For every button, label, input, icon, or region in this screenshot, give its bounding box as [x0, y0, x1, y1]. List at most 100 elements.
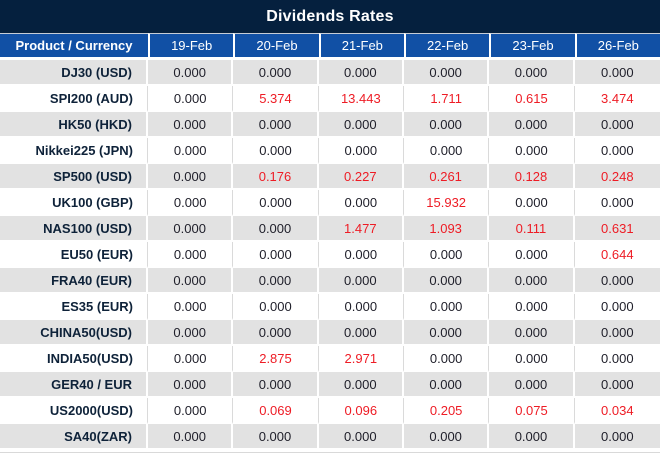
dividend-value: 0.000 — [233, 138, 319, 164]
product-label: SPI200 (AUD) — [0, 86, 148, 112]
dividend-value: 0.248 — [574, 164, 660, 190]
dividend-value: 0.000 — [403, 372, 490, 398]
dividend-value: 0.000 — [403, 60, 490, 86]
table-row: SA40(ZAR) 0.000 0.000 0.000 0.000 0.000 0.000 — [0, 424, 660, 450]
column-header-date: 21-Feb — [318, 33, 404, 60]
dividend-value: 0.000 — [233, 320, 319, 346]
dividend-value: 0.000 — [148, 190, 234, 216]
dividend-value: 0.000 — [574, 424, 660, 450]
dividend-value: 0.000 — [574, 294, 660, 320]
dividend-value: 0.000 — [148, 138, 234, 164]
table-row: SP500 (USD) 0.000 0.176 0.227 0.261 0.128 0.24… — [0, 164, 660, 190]
page-title: Dividends Rates — [266, 7, 394, 25]
dividend-value: 0.000 — [318, 294, 404, 320]
dividend-value: 0.000 — [148, 164, 234, 190]
dividend-value: 0.000 — [489, 320, 575, 346]
product-label: UK100 (GBP) — [0, 190, 148, 216]
dividend-value: 0.000 — [233, 424, 319, 450]
dividend-value: 0.000 — [403, 320, 490, 346]
dividend-value: 0.000 — [403, 346, 490, 372]
dividend-value: 0.000 — [318, 60, 404, 86]
dividend-value: 0.000 — [318, 242, 404, 268]
table-row: CHINA50(USD) 0.000 0.000 0.000 0.000 0.000 0.0… — [0, 320, 660, 346]
dividend-value: 5.374 — [233, 86, 319, 112]
dividend-value: 0.227 — [318, 164, 404, 190]
dividend-value: 0.000 — [403, 112, 490, 138]
dividend-value: 2.971 — [318, 346, 404, 372]
dividend-value: 1.093 — [403, 216, 490, 242]
dividend-value: 1.477 — [318, 216, 404, 242]
product-label: FRA40 (EUR) — [0, 268, 148, 294]
dividend-value: 0.096 — [318, 398, 404, 424]
dividend-value: 2.875 — [233, 346, 319, 372]
dividend-value: 0.000 — [574, 320, 660, 346]
table-row: Nikkei225 (JPN) 0.000 0.000 0.000 0.000 0.000… — [0, 138, 660, 164]
dividend-value: 0.000 — [233, 112, 319, 138]
dividend-value: 0.000 — [574, 372, 660, 398]
product-label: DJ30 (USD) — [0, 60, 148, 86]
dividend-value: 0.000 — [403, 424, 490, 450]
dividend-value: 0.000 — [233, 242, 319, 268]
table-row: EU50 (EUR) 0.000 0.000 0.000 0.000 0.000 0.644 — [0, 242, 660, 268]
column-header-date: 22-Feb — [403, 33, 490, 60]
dividend-value: 0.000 — [233, 60, 319, 86]
dividend-value: 0.000 — [489, 294, 575, 320]
dividend-value: 0.000 — [148, 424, 234, 450]
table-row: NAS100 (USD) 0.000 0.000 1.477 1.093 0.111 0.6… — [0, 216, 660, 242]
dividend-value: 0.069 — [233, 398, 319, 424]
column-header-date: 23-Feb — [489, 33, 575, 60]
dividend-value: 0.000 — [233, 190, 319, 216]
dividend-value: 0.000 — [403, 294, 490, 320]
dividend-value: 13.443 — [318, 86, 404, 112]
product-label: HK50 (HKD) — [0, 112, 148, 138]
product-label: US2000(USD) — [0, 398, 148, 424]
dividend-value: 0.000 — [148, 216, 234, 242]
dividend-value: 1.711 — [403, 86, 490, 112]
dividend-value: 0.000 — [233, 294, 319, 320]
dividend-value: 0.000 — [148, 294, 234, 320]
dividend-value: 0.000 — [148, 346, 234, 372]
table-row: UK100 (GBP) 0.000 0.000 0.000 15.932 0.000 0.0… — [0, 190, 660, 216]
column-header-date: 19-Feb — [148, 33, 234, 60]
table-row: HK50 (HKD) 0.000 0.000 0.000 0.000 0.000 0.000 — [0, 112, 660, 138]
dividend-value: 0.000 — [574, 268, 660, 294]
dividend-value: 0.000 — [574, 346, 660, 372]
dividend-value: 0.000 — [148, 60, 234, 86]
product-label: SP500 (USD) — [0, 164, 148, 190]
dividend-value: 0.128 — [489, 164, 575, 190]
dividend-value: 0.000 — [233, 216, 319, 242]
dividend-value: 0.000 — [148, 320, 234, 346]
table-row: US2000(USD) 0.000 0.069 0.096 0.205 0.075 0.03… — [0, 398, 660, 424]
dividend-value: 0.000 — [233, 268, 319, 294]
dividend-value: 0.000 — [489, 190, 575, 216]
dividend-value: 0.000 — [489, 112, 575, 138]
dividend-value: 0.000 — [574, 190, 660, 216]
dividend-value: 0.000 — [574, 138, 660, 164]
product-label: Nikkei225 (JPN) — [0, 138, 148, 164]
dividend-value: 0.000 — [489, 60, 575, 86]
product-label: EU50 (EUR) — [0, 242, 148, 268]
dividend-value: 0.000 — [489, 424, 575, 450]
dividend-value: 15.932 — [403, 190, 490, 216]
dividend-value: 0.000 — [148, 268, 234, 294]
dividend-value: 0.000 — [489, 372, 575, 398]
table-row: SPI200 (AUD) 0.000 5.374 13.443 1.711 0.615 3.… — [0, 86, 660, 112]
product-label: ES35 (EUR) — [0, 294, 148, 320]
dividend-value: 0.000 — [318, 190, 404, 216]
dividend-value: 0.000 — [148, 112, 234, 138]
dividend-value: 0.000 — [318, 320, 404, 346]
dividend-value: 0.000 — [403, 268, 490, 294]
dividend-value: 0.034 — [574, 398, 660, 424]
dividend-value: 0.000 — [489, 268, 575, 294]
column-header-date: 26-Feb — [574, 33, 660, 60]
dividend-value: 0.111 — [489, 216, 575, 242]
table-row: GER40 / EUR 0.000 0.000 0.000 0.000 0.000 0.00… — [0, 372, 660, 398]
product-label: CHINA50(USD) — [0, 320, 148, 346]
table-row: DJ30 (USD) 0.000 0.000 0.000 0.000 0.000 0.000 — [0, 60, 660, 86]
product-label: NAS100 (USD) — [0, 216, 148, 242]
table-row: INDIA50(USD) 0.000 2.875 2.971 0.000 0.000 0.0… — [0, 346, 660, 372]
dividend-value: 0.000 — [233, 372, 319, 398]
dividend-value: 0.000 — [318, 424, 404, 450]
dividend-value: 0.075 — [489, 398, 575, 424]
